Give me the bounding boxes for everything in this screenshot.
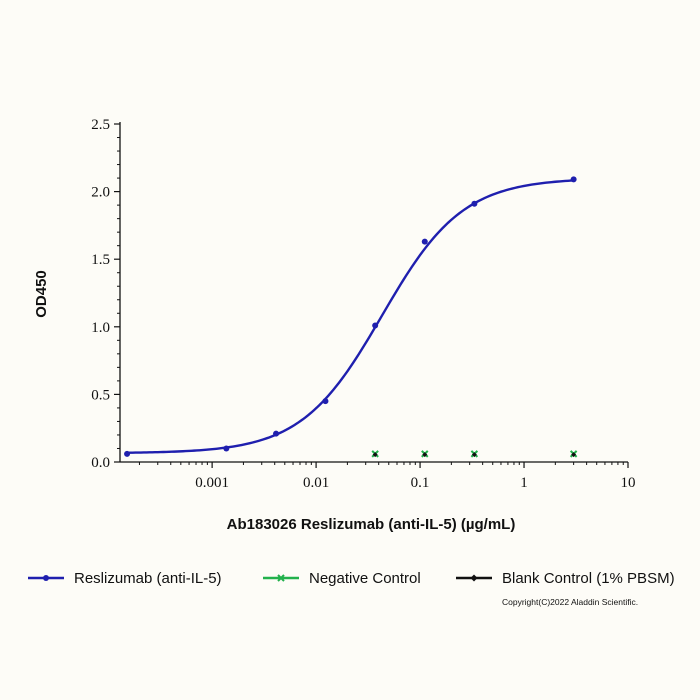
data-point (372, 322, 379, 329)
data-point (124, 450, 131, 457)
data-point (471, 452, 477, 458)
data-point (223, 445, 230, 452)
data-point (570, 176, 577, 183)
y-tick-label: 0.0 (91, 455, 110, 471)
series-2-points (372, 452, 577, 458)
x-tick-label: 0.001 (195, 475, 229, 491)
y-tick-label: 1.5 (91, 252, 110, 268)
data-point (471, 200, 478, 207)
y-tick-label: 0.5 (91, 387, 110, 403)
y-axis-title: OD450 (33, 270, 50, 318)
y-tick-label: 1.0 (91, 320, 110, 336)
legend-label-blank-control: Blank Control (1% PBSM) (502, 569, 675, 587)
x-tick-label: 0.01 (303, 475, 329, 491)
legend-marker-line-circle-icon (28, 575, 64, 581)
copyright-text: Copyright(C)2022 Aladdin Scientific. (502, 597, 639, 607)
legend-marker-line-x-icon (263, 574, 299, 582)
legend-item-negative-control[interactable]: Negative Control (263, 568, 421, 588)
y-tick-label: 2.5 (91, 117, 110, 133)
series-layer (124, 176, 578, 458)
y-tick-label: 2.0 (91, 185, 110, 201)
legend-label-negative-control: Negative Control (309, 569, 421, 587)
series-0-points (124, 176, 577, 457)
fit-curve-reslizumab (127, 179, 574, 454)
axes: 0.0 0.5 1.0 1.5 2.0 2.5 0.001 0.01 0.1 1 10 (91, 117, 635, 491)
data-point (273, 430, 280, 437)
x-axis-title: Ab183026 Reslizumab (anti-IL-5) (µg/mL) (227, 516, 516, 533)
legend: Reslizumab (anti-IL-5) Negative Control … (28, 568, 688, 592)
legend-item-reslizumab[interactable]: Reslizumab (anti-IL-5) (28, 568, 222, 588)
chart: 0.0 0.5 1.0 1.5 2.0 2.5 0.001 0.01 0.1 1 10 Ab1830… (33, 117, 636, 533)
legend-item-blank-control[interactable]: Blank Control (1% PBSM) (456, 568, 675, 588)
x-tick-label: 0.1 (411, 475, 430, 491)
data-point (571, 452, 577, 458)
legend-marker-line-diamond-icon (456, 574, 492, 582)
x-tick-label: 1 (520, 475, 528, 491)
data-point (421, 238, 428, 245)
data-point (322, 398, 329, 405)
data-point (372, 452, 378, 458)
legend-label-reslizumab: Reslizumab (anti-IL-5) (74, 569, 222, 587)
data-point (422, 452, 428, 458)
x-tick-label: 10 (621, 475, 636, 491)
